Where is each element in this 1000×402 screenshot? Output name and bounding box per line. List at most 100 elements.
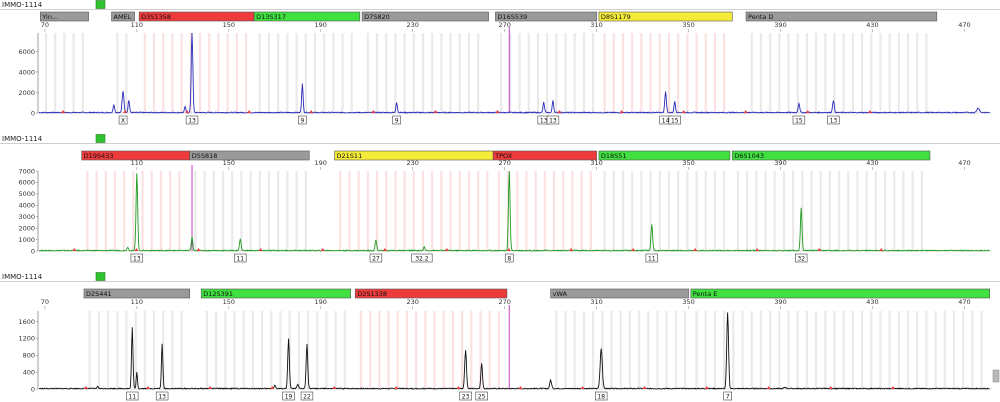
bin-stripe <box>723 33 726 113</box>
allele-call[interactable]: 32 <box>794 253 808 263</box>
locus-marker-d7s820[interactable]: D7S820 <box>361 11 489 22</box>
locus-marker-vwa[interactable]: vWA <box>550 288 689 299</box>
locus-marker-bar[interactable] <box>111 11 135 22</box>
allele-call[interactable]: 11 <box>126 391 139 401</box>
allele-call[interactable]: 11 <box>234 253 247 263</box>
artifact-mark <box>196 248 201 251</box>
allele-call[interactable]: 15 <box>792 115 806 125</box>
allele-call[interactable]: 32.2 <box>411 253 433 263</box>
locus-marker-label: D12S391 <box>203 290 233 298</box>
status-indicator-icon[interactable] <box>95 272 106 281</box>
allele-call-box[interactable] <box>369 253 383 263</box>
locus-marker-d2s1338[interactable]: D2S1338 <box>354 288 508 299</box>
allele-call-box[interactable] <box>155 391 169 401</box>
allele-call-box[interactable] <box>827 115 840 125</box>
allele-call-box[interactable] <box>645 253 658 263</box>
allele-call-box[interactable] <box>595 391 608 401</box>
locus-marker-bar[interactable] <box>598 11 733 22</box>
scrollbar-thumb[interactable] <box>992 369 1000 383</box>
allele-call[interactable]: 19 <box>282 391 295 401</box>
allele-call[interactable]: 25 <box>475 391 488 401</box>
allele-call[interactable]: 13 <box>155 391 169 401</box>
locus-marker-penta-e[interactable]: Penta E <box>690 288 991 299</box>
allele-call[interactable]: X <box>118 115 128 125</box>
locus-marker-d12s391[interactable]: D12S391 <box>200 288 351 299</box>
locus-marker-bar[interactable] <box>361 11 489 22</box>
y-tick-label: 2000 <box>18 224 35 232</box>
locus-marker-amel[interactable]: AMEL <box>111 11 135 22</box>
status-indicator-icon[interactable] <box>95 134 106 143</box>
x-tick-label: 310 <box>590 21 602 29</box>
locus-marker-d3s1358[interactable]: D3S1358 <box>138 11 255 22</box>
bin-stripe <box>713 33 717 113</box>
allele-call-box[interactable] <box>118 115 128 125</box>
allele-call-box[interactable] <box>185 115 199 125</box>
allele-call[interactable]: 8 <box>504 253 514 263</box>
allele-call-box[interactable] <box>668 115 681 125</box>
allele-call-box[interactable] <box>282 391 295 401</box>
allele-call[interactable]: 13 <box>130 253 144 263</box>
allele-call[interactable]: 7 <box>723 391 732 401</box>
allele-call-box[interactable] <box>234 253 247 263</box>
locus-marker-d5s818[interactable]: D5S818 <box>189 150 310 161</box>
allele-call-box[interactable] <box>411 253 433 263</box>
allele-call[interactable]: 27 <box>369 253 383 263</box>
allele-call-box[interactable] <box>298 115 307 125</box>
locus-marker-penta-d[interactable]: Penta D <box>745 11 938 22</box>
bin-stripe <box>536 33 540 113</box>
allele-call-box[interactable] <box>126 391 139 401</box>
artifact-mark <box>185 110 190 113</box>
locus-marker-bar[interactable] <box>745 11 938 22</box>
locus-marker-bar[interactable] <box>492 150 597 161</box>
allele-call[interactable]: 15 <box>668 115 681 125</box>
allele-call[interactable]: 9 <box>392 115 401 125</box>
allele-call-box[interactable] <box>504 253 514 263</box>
locus-marker-d6s1043[interactable]: D6S1043 <box>731 150 931 161</box>
x-tick-label: 430 <box>866 21 878 29</box>
locus-marker-bar[interactable] <box>83 288 191 299</box>
allele-call[interactable]: 9 <box>298 115 307 125</box>
locus-marker-bar[interactable] <box>39 11 89 22</box>
locus-marker-d18s51[interactable]: D18S51 <box>598 150 731 161</box>
y-tick-label: 6000 <box>18 179 35 187</box>
bin-stripe <box>449 33 452 113</box>
allele-call-box[interactable] <box>475 391 488 401</box>
locus-marker-d13s317[interactable]: D13S317 <box>253 11 361 22</box>
allele-call-box[interactable] <box>459 391 472 401</box>
locus-marker-bar[interactable] <box>690 288 991 299</box>
locus-marker-tpox[interactable]: TPOX <box>492 150 597 161</box>
allele-call-box[interactable] <box>723 391 732 401</box>
allele-call-box[interactable] <box>794 253 808 263</box>
bin-stripe <box>421 33 425 113</box>
artifact-mark <box>332 386 337 389</box>
allele-call-box[interactable] <box>392 115 401 125</box>
bin-stripe <box>208 33 211 113</box>
allele-call[interactable]: 13 <box>827 115 840 125</box>
locus-marker-d16s539[interactable]: D16S539 <box>495 11 597 22</box>
locus-marker-bar[interactable] <box>253 11 361 22</box>
status-indicator-icon[interactable] <box>95 0 106 9</box>
locus-marker-bar[interactable] <box>495 11 597 22</box>
locus-marker-bar[interactable] <box>354 288 508 299</box>
allele-call[interactable]: 11 <box>645 253 658 263</box>
locus-marker-yin-[interactable]: Yin... <box>39 11 89 22</box>
locus-marker-bar[interactable] <box>200 288 351 299</box>
locus-marker-d8s1179[interactable]: D8S1179 <box>598 11 733 22</box>
locus-marker-bar[interactable] <box>731 150 931 161</box>
bin-stripe <box>394 171 397 251</box>
allele-call-box[interactable] <box>792 115 806 125</box>
locus-marker-bar[interactable] <box>598 150 731 161</box>
allele-call-box[interactable] <box>300 391 314 401</box>
bin-stripe <box>97 311 100 389</box>
allele-call[interactable]: 13 <box>185 115 199 125</box>
allele-call[interactable]: 22 <box>300 391 314 401</box>
locus-marker-bar[interactable] <box>550 288 689 299</box>
allele-call[interactable]: 23 <box>459 391 472 401</box>
allele-call[interactable]: 18 <box>595 391 608 401</box>
allele-call[interactable]: 13 <box>546 115 560 125</box>
allele-call-box[interactable] <box>546 115 560 125</box>
bin-stripe <box>649 33 652 113</box>
locus-marker-d2s441[interactable]: D2S441 <box>83 288 191 299</box>
allele-call-box[interactable] <box>130 253 144 263</box>
locus-marker-bar[interactable] <box>189 150 310 161</box>
